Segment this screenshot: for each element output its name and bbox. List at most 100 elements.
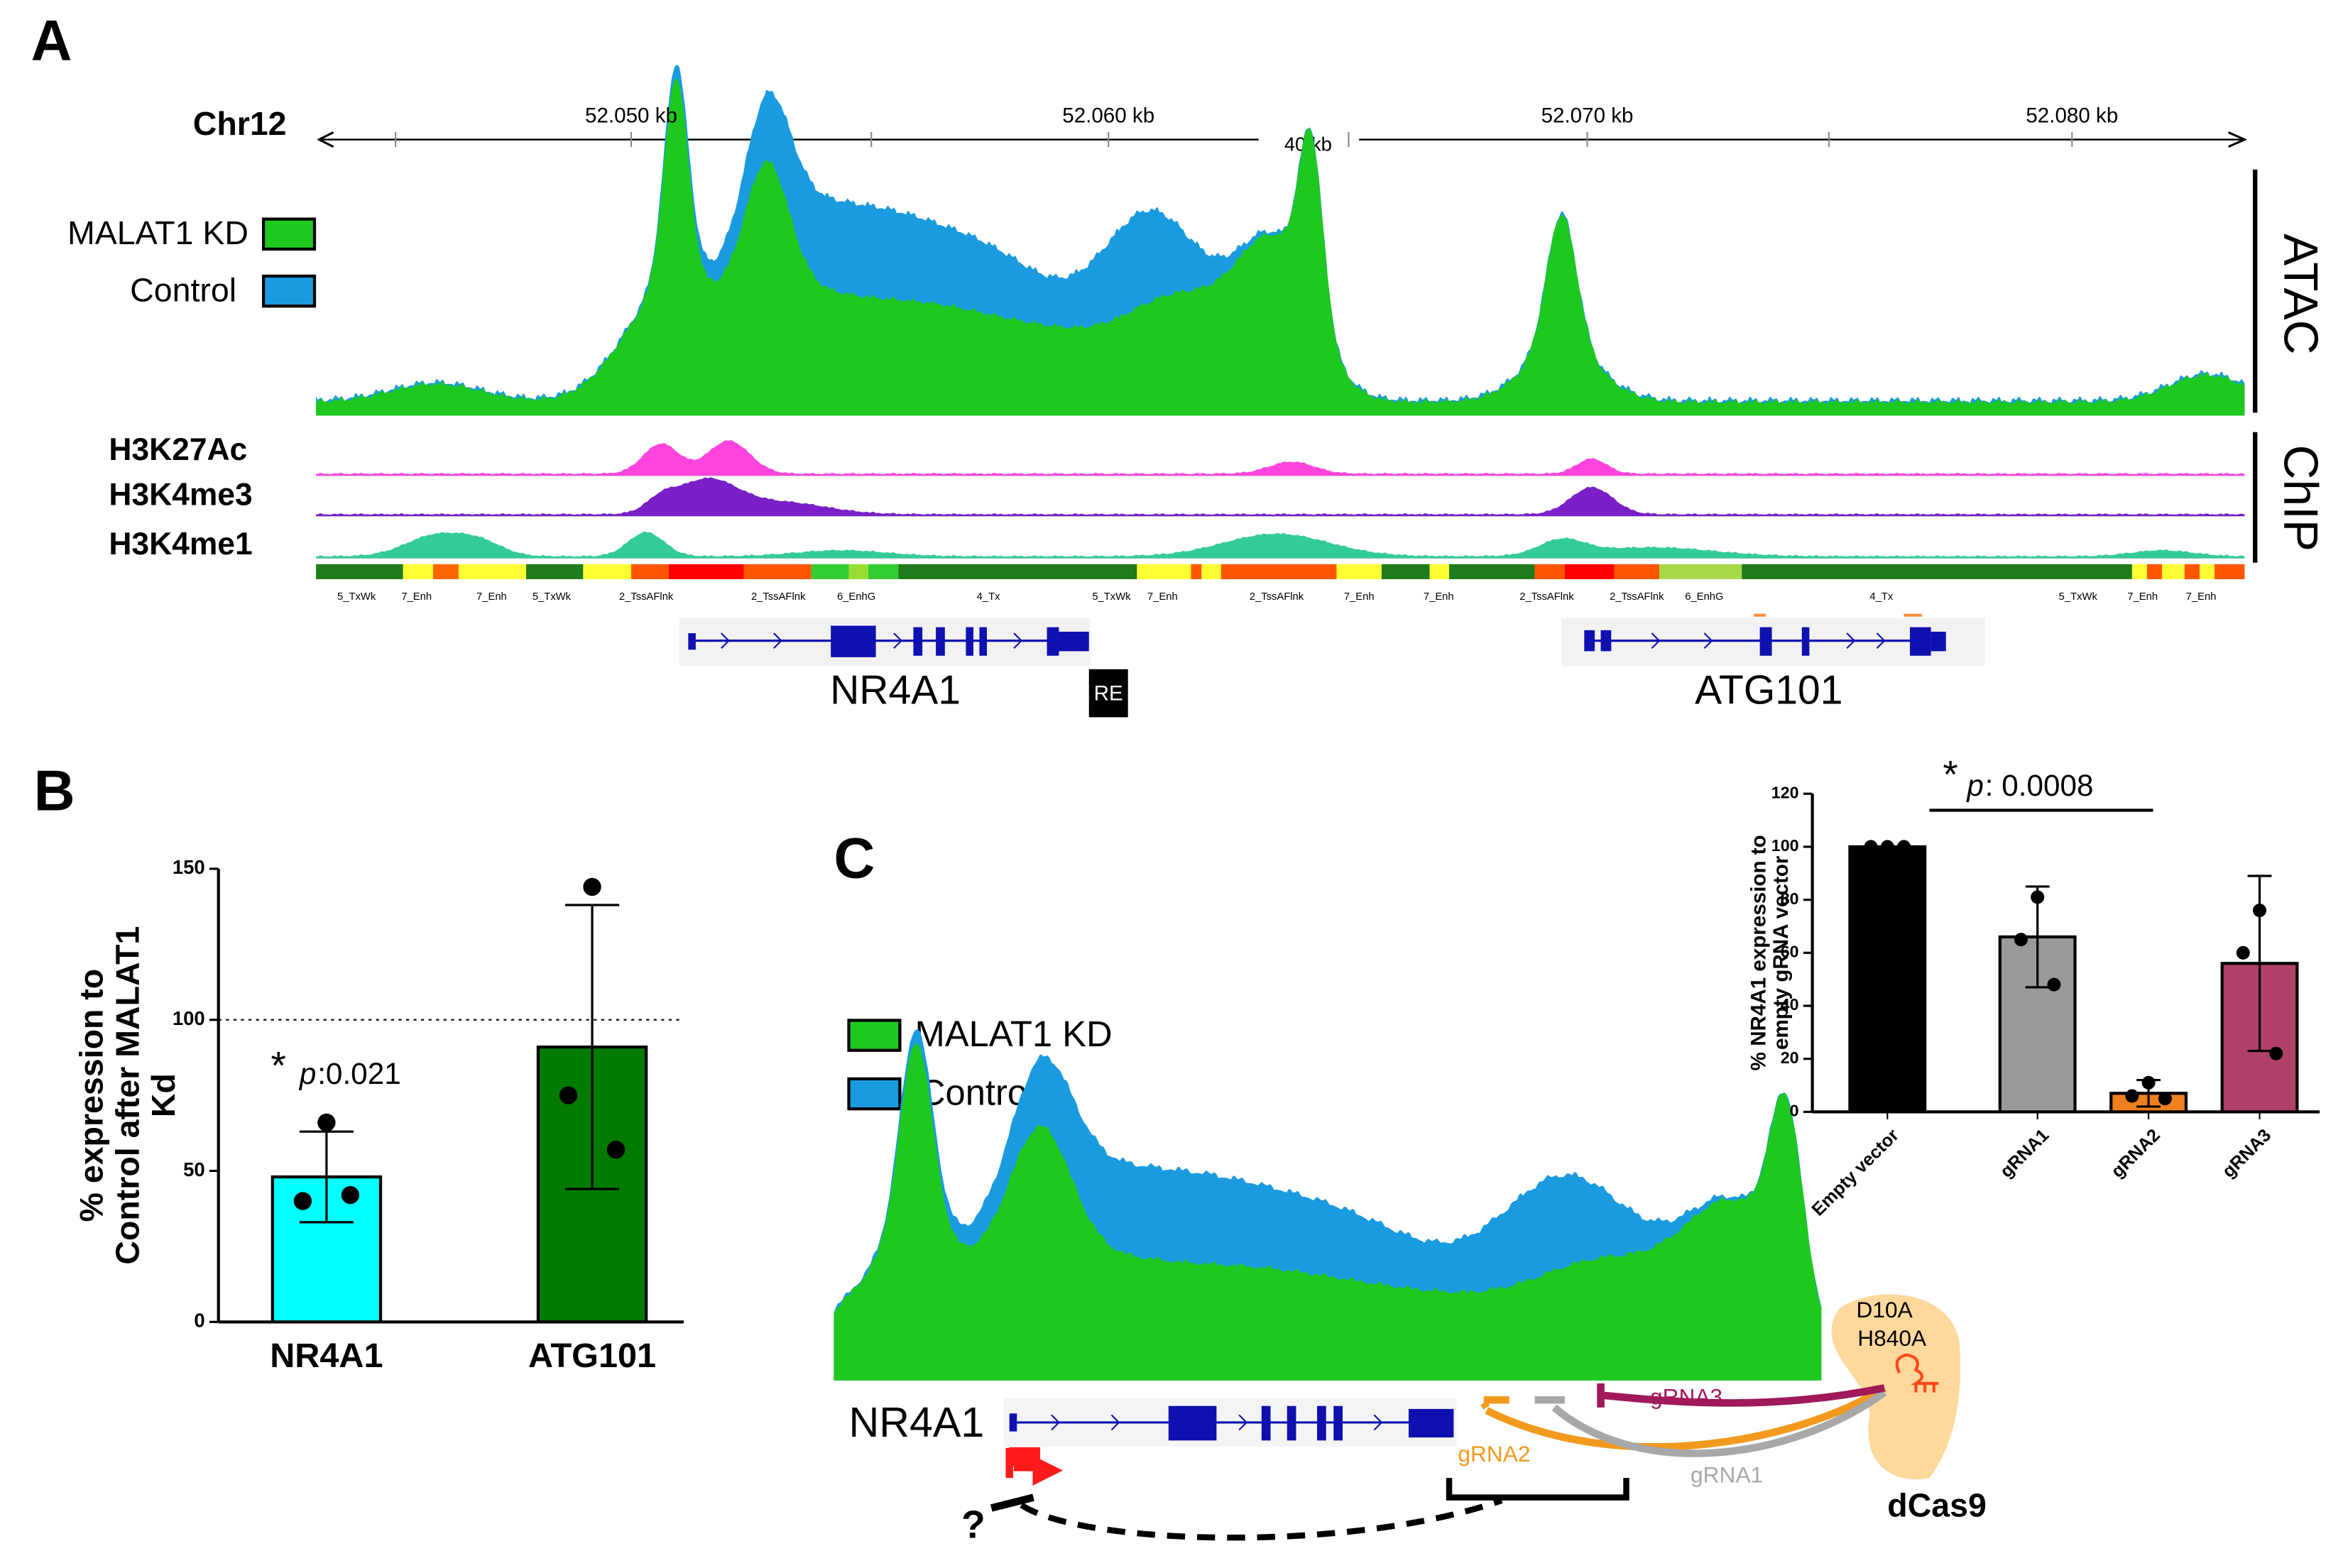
chromatin-state [403,564,433,579]
chip-coverage [316,440,2245,476]
chromatin-state [2147,564,2163,579]
panel-letter: C [834,827,875,891]
chromatin-state [1191,564,1202,579]
chromatin-state [668,564,744,579]
guide-curve [1597,1383,1886,1408]
data-point [1864,840,1878,854]
gene-model [1003,1398,1457,1447]
guide-curve [1480,1384,1886,1451]
significance-star: * [1943,752,1957,796]
coordinate-label: 52.070 kb [1541,104,1634,128]
chromatin-state [2200,564,2215,579]
chromatin-state [811,564,849,579]
mutation-label: H840A [1857,1325,1927,1351]
data-point [606,1141,626,1159]
data-point [2047,977,2061,992]
state-label: 2_TssAFlnk [1519,591,1574,603]
bracket [1446,1478,1629,1501]
chromatin-state [1534,564,1565,579]
y-tick-label: 20 [1781,1048,1799,1067]
significance-star: * [271,1043,286,1087]
legend-swatch [261,217,317,251]
p-value: : 0.0008 [1985,769,2094,802]
chip-coverage [316,531,2245,559]
state-label: 2_TssAFlnk [751,591,806,603]
x-tick-label: gRNA1 [1997,1125,2053,1182]
y-tick-label: 150 [173,856,205,878]
question-mark: ? [961,1502,985,1546]
chromatin-state [1742,564,2132,579]
chromatin-state [2131,564,2148,579]
x-tick-label: gRNA2 [2107,1125,2164,1182]
state-label: 7_Enh [2186,591,2217,603]
state-label: 7_Enh [2127,591,2158,603]
tss-arrow [1005,1447,1063,1486]
track-label: H3K4me3 [109,477,252,512]
gene-label: ATG101 [1695,668,1842,713]
coordinate-label: 52.050 kb [585,104,677,128]
data-point [317,1113,336,1132]
data-point [2031,890,2045,904]
state-label: 4_Tx [1869,591,1893,603]
y-axis-label: Control after MALAT1 [109,926,146,1265]
y-tick-label: 60 [1781,942,1799,960]
chromatin-state [2184,564,2200,579]
gene-model [1561,613,1985,667]
data-point [2158,1092,2172,1106]
state-label: 7_Enh [1147,591,1178,603]
data-point [2236,945,2250,960]
y-tick-label: 40 [1781,995,1799,1014]
chromatin-state [1449,564,1535,579]
state-label: 2_TssAFlnk [1250,591,1304,603]
track-label: H3K4me1 [109,527,252,561]
group-label: ATAC [2274,234,2327,354]
panel-letter: A [31,9,72,73]
guide-label: gRNA1 [1691,1462,1763,1487]
legend-label: Control [130,271,236,308]
guide-label: gRNA2 [1458,1441,1530,1466]
chromatin-state [898,564,1137,579]
state-label: 7_Enh [1424,591,1454,603]
y-tick-label: 50 [183,1158,205,1180]
chromatin-state [1614,564,1660,579]
state-label: 5_TxWk [532,591,572,603]
y-axis-label: % expression to [73,969,110,1222]
element-box [1088,669,1128,718]
y-tick-label: 100 [1771,836,1799,855]
y-axis-label: % NR4A1 expression to [1747,835,1770,1070]
guide-label: gRNA3 [1650,1384,1722,1410]
group-label: ChIP [2274,445,2327,552]
p-value: :0.021 [317,1057,401,1090]
coordinate-label: 52.080 kb [2026,104,2118,128]
chromatin-state [583,564,632,579]
chromatin-state [868,564,899,579]
legend-label: MALAT1 KD [67,214,248,251]
chromatin-state [2214,564,2245,579]
legend-swatch [847,1019,902,1052]
chromatin-state [1336,564,1382,579]
state-label: 7_Enh [476,591,507,603]
coverage-kd [834,1043,1822,1381]
chromatin-state [1201,564,1221,579]
x-tick-label: NR4A1 [270,1337,383,1375]
state-label: 5_TxWk [1092,591,1131,603]
chromatin-state [316,564,403,579]
data-point [2125,1089,2139,1103]
loop-arrow [1020,1497,1503,1541]
data-point [293,1192,312,1210]
legend-label: Control [919,1073,1036,1113]
guide-curve [1534,1389,1887,1457]
state-label: 7_Enh [1344,591,1375,603]
y-tick-label: 0 [194,1310,204,1332]
x-tick-label: Empty vector [1808,1125,1903,1219]
state-label: 5_TxWk [337,591,376,603]
state-label: 6_EnhG [837,591,875,603]
mutation-label: D10A [1856,1297,1913,1322]
x-tick-label: ATG101 [528,1337,656,1375]
state-label: 6_EnhG [1685,591,1723,603]
chromatin-state [743,564,812,579]
gene-label: NR4A1 [849,1398,985,1446]
chip-coverage [316,477,2245,517]
chromatin-state [631,564,669,579]
